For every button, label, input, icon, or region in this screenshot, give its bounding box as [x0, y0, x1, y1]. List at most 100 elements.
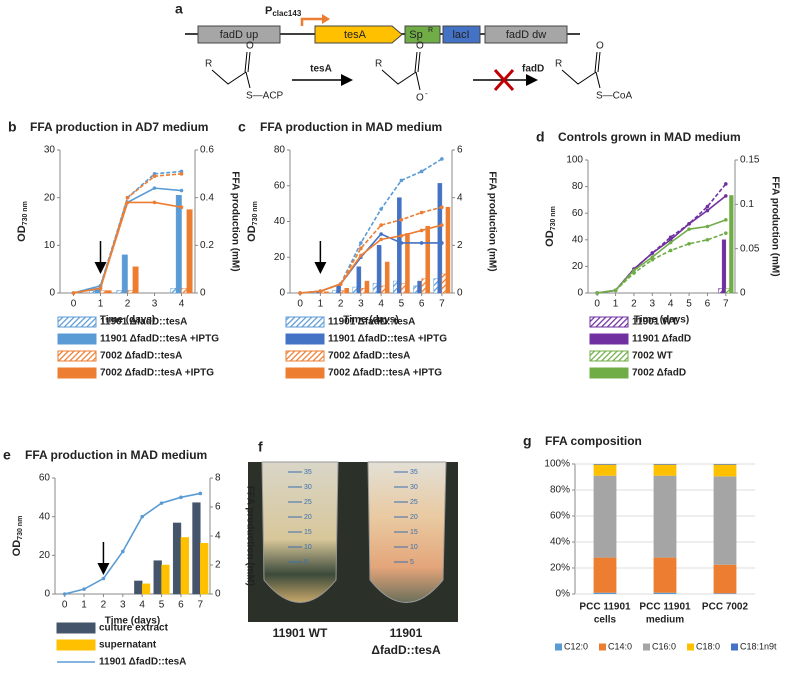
legend-label: supernatant — [99, 640, 157, 651]
point — [179, 172, 184, 176]
x-axis-label: Time (days) — [343, 315, 398, 326]
legend-swatch — [589, 316, 629, 328]
point — [359, 246, 363, 251]
promoter-label: P — [265, 5, 272, 17]
bar — [181, 287, 188, 294]
x-tick-label: 2 — [101, 600, 107, 611]
legend-swatch — [57, 350, 97, 362]
y-axis-label: OD730 nm — [246, 201, 259, 242]
bar — [352, 286, 358, 294]
bar — [356, 266, 362, 294]
x-tick-label: 5 — [399, 299, 405, 310]
point — [632, 268, 636, 273]
gene-box — [197, 25, 281, 44]
point — [440, 223, 444, 227]
legend-label: 11901 ΔfadD — [632, 334, 691, 345]
legend-swatch — [285, 333, 325, 345]
point — [650, 251, 655, 255]
point — [419, 228, 424, 233]
point — [159, 501, 164, 505]
gene-label: fadD dw — [506, 29, 546, 41]
bar — [180, 537, 189, 595]
photo: f 35 30 25 20 15 10 5 35 30 25 20 15 10 5 — [248, 439, 458, 622]
construct-diagram: a fadD up tesA Sp R lacI fadD dw Pclac14… — [175, 1, 632, 104]
bar-segment — [713, 476, 737, 565]
legend-label: C12:0 — [564, 641, 588, 651]
bar — [445, 206, 451, 294]
x-tick-label: 3 — [152, 299, 158, 310]
y-tick-label: 0 — [44, 589, 50, 600]
x-axis-label: Time (days) — [105, 616, 160, 627]
legend-label: 7002 WT — [632, 351, 673, 362]
y-tick-label: 60 — [39, 473, 51, 484]
x-tick-label: 1 — [81, 600, 87, 611]
scale-label: 30 — [304, 484, 312, 491]
chem-bonds — [211, 51, 601, 91]
legend-label: 11901 ΔfadD::tesA +IPTG — [100, 334, 219, 345]
scale-label: 35 — [410, 469, 418, 476]
point — [121, 549, 125, 554]
bar — [175, 195, 182, 294]
y2-tick-label: 0.1 — [740, 199, 754, 210]
bar — [721, 239, 727, 294]
y-axis-label-sub: 730 nm — [17, 516, 24, 540]
legend-swatch — [731, 643, 738, 651]
x-tick-label: PCC 11901 — [579, 602, 631, 613]
bar — [336, 285, 341, 294]
x-tick-label: 6 — [705, 299, 711, 310]
legend-swatch — [555, 643, 562, 651]
scale-label: 20 — [304, 514, 312, 521]
x-tick-label: PCC 11901 — [639, 602, 691, 613]
point — [668, 240, 673, 245]
point — [687, 222, 691, 226]
bar — [105, 290, 112, 294]
y2-axis-label: FFA production (mM) — [486, 171, 497, 271]
bar — [718, 288, 723, 294]
bar — [393, 280, 398, 294]
point — [440, 241, 444, 245]
point — [705, 208, 710, 213]
y2-tick-label: 8 — [215, 473, 221, 484]
x-tick-label: 6 — [419, 299, 425, 310]
y-axis-label: OD730 nm — [544, 206, 557, 247]
point — [82, 587, 86, 591]
bar — [397, 197, 402, 294]
legend-swatch — [285, 367, 325, 379]
point — [613, 288, 618, 293]
point — [298, 291, 302, 295]
point — [724, 231, 728, 235]
enzyme-label: fadD — [522, 64, 544, 75]
point — [379, 223, 383, 227]
y-tick-label: 40 — [274, 216, 286, 227]
point — [687, 241, 691, 246]
y-tick-label: 40 — [572, 234, 584, 245]
point — [125, 195, 130, 200]
y-axis-label-main: OD — [246, 225, 258, 242]
y-tick-label: 60% — [550, 511, 570, 522]
point — [399, 234, 404, 238]
bar — [172, 522, 182, 595]
photo-label: 11901 — [390, 626, 423, 640]
y2-tick-label: 6 — [215, 502, 221, 513]
y-tick-label: 20 — [572, 261, 584, 272]
point — [724, 182, 728, 186]
x-tick-label: 3 — [358, 299, 364, 310]
chem-o: O — [246, 41, 254, 52]
chem-o: O — [416, 93, 424, 104]
x-tick-label: 2 — [125, 299, 131, 310]
y2-tick-label: 0.4 — [200, 192, 214, 203]
y-tick-label: 20% — [550, 563, 570, 574]
y-tick-label: 0% — [556, 589, 571, 600]
point — [152, 186, 157, 190]
panel-letter: b — [8, 119, 17, 135]
point — [179, 188, 184, 193]
legend-swatch — [589, 367, 629, 379]
chart-title: FFA composition — [545, 434, 642, 448]
gene-box — [314, 25, 403, 44]
x-tick-label: 4 — [139, 600, 145, 611]
x-tick-label: 1 — [318, 299, 324, 310]
bar — [200, 543, 209, 595]
legend-swatch — [599, 643, 606, 651]
y2-tick-label: 4 — [215, 531, 221, 542]
y2-axis-label: FFA production (mM) — [229, 171, 240, 271]
